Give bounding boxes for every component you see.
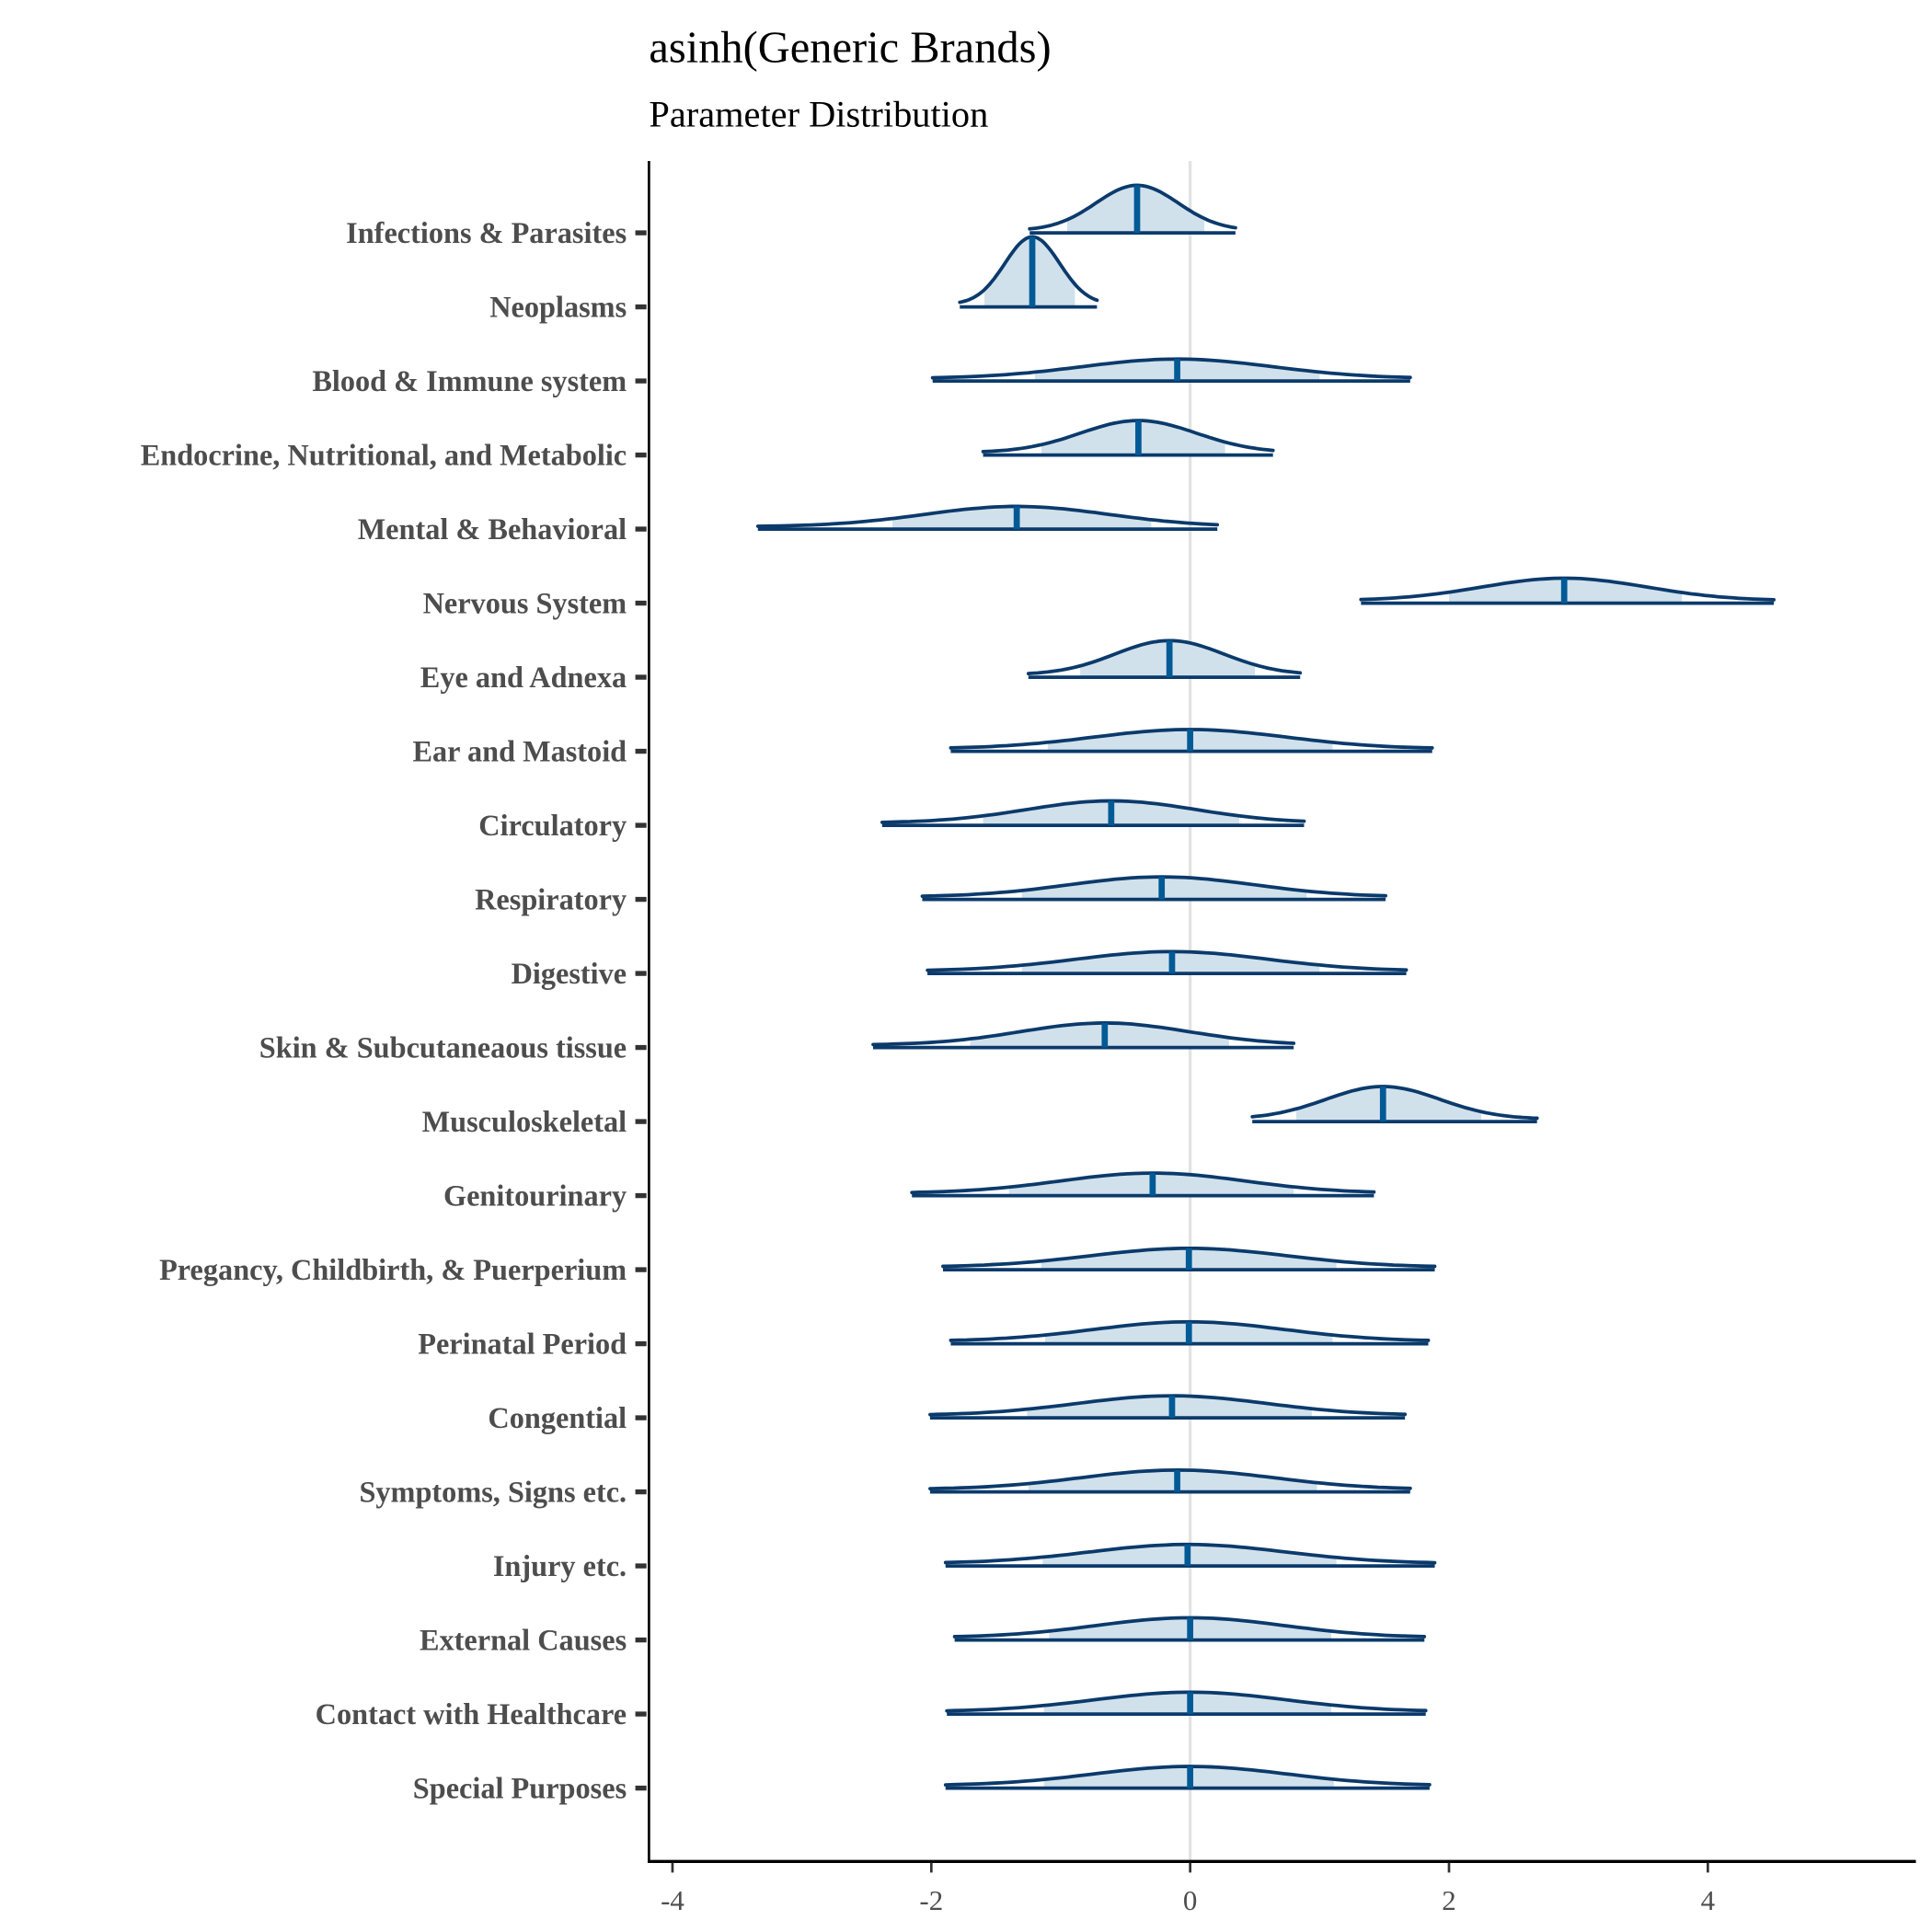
y-tick-label: Injury etc. <box>493 1549 627 1582</box>
density-group <box>952 1616 1427 1642</box>
y-tick-label: Infections & Parasites <box>346 216 627 249</box>
density-group <box>910 1171 1376 1198</box>
density-group <box>981 419 1275 457</box>
chart-title: asinh(Generic Brands) <box>649 23 1051 72</box>
density-group <box>1359 576 1776 605</box>
density-group <box>949 728 1434 753</box>
y-tick-label: Nervous System <box>423 586 627 619</box>
density-group <box>949 1319 1431 1346</box>
y-tick-label: Symptoms, Signs etc. <box>359 1475 627 1508</box>
density-curve <box>928 1467 1412 1490</box>
y-tick-label: Digestive <box>512 957 627 990</box>
density-curve <box>910 1171 1376 1195</box>
density-group <box>880 799 1306 827</box>
density-group <box>1026 638 1303 679</box>
density-group <box>920 875 1387 902</box>
density-curve <box>1028 183 1237 231</box>
density-curve <box>943 1765 1432 1787</box>
y-tick-label: Skin & Subcutaneaous tissue <box>259 1030 627 1064</box>
density-curve <box>1026 638 1303 676</box>
density-group <box>958 235 1099 309</box>
y-tick-label: Musculoskeletal <box>422 1105 627 1138</box>
y-tick-label: Neoplasms <box>489 290 627 323</box>
y-tick-label: Endocrine, Nutritional, and Metabolic <box>141 438 627 471</box>
density-group <box>1028 183 1237 235</box>
y-tick-label: Ear and Mastoid <box>412 734 627 767</box>
y-tick-label: Special Purposes <box>413 1771 627 1804</box>
y-tick-label: External Causes <box>420 1623 627 1656</box>
y-tick-label: Blood & Immune system <box>312 364 627 397</box>
density-group <box>928 1467 1412 1494</box>
density-group <box>871 1021 1296 1050</box>
density-curve <box>1250 1085 1539 1121</box>
density-group <box>930 357 1412 383</box>
y-tick-label: Perinatal Period <box>418 1327 627 1360</box>
density-curve <box>945 1690 1428 1713</box>
density-curve <box>928 1394 1408 1417</box>
chart-subtitle: Parameter Distribution <box>649 93 988 134</box>
density-curve <box>949 1319 1431 1342</box>
interval-shade <box>1028 1469 1317 1492</box>
x-tick-label: 2 <box>1442 1884 1455 1916</box>
x-tick-label: 0 <box>1183 1884 1197 1916</box>
density-curve <box>871 1021 1296 1047</box>
y-tick-label: Mental & Behavioral <box>358 512 627 546</box>
y-tick-label: Respiratory <box>475 882 627 915</box>
y-tick-label: Genitourinary <box>443 1179 627 1212</box>
density-group <box>755 504 1220 531</box>
density-curve <box>981 419 1275 454</box>
density-group <box>943 1765 1432 1790</box>
density-curve <box>880 799 1306 824</box>
density-curve <box>920 875 1387 898</box>
density-group <box>945 1690 1428 1716</box>
density-curve <box>930 357 1412 380</box>
y-tick-label: Pregancy, Childbirth, & Puerperium <box>159 1253 627 1286</box>
y-tick-label: Contact with Healthcare <box>316 1697 627 1731</box>
density-group <box>928 1394 1408 1420</box>
density-curve <box>1359 576 1776 602</box>
y-tick-label: Circulatory <box>478 809 627 842</box>
interval-shade <box>892 506 1152 530</box>
x-tick-label: -4 <box>661 1884 684 1916</box>
x-tick-label: 4 <box>1701 1884 1715 1916</box>
density-group <box>943 1542 1437 1568</box>
x-tick-label: -2 <box>919 1884 943 1916</box>
density-curve <box>755 504 1220 528</box>
y-tick-label: Eye and Adnexa <box>420 661 627 694</box>
y-tick-label: Congential <box>488 1401 627 1434</box>
density-curve <box>926 949 1409 972</box>
density-group <box>1250 1085 1539 1123</box>
density-curve <box>958 235 1099 305</box>
density-group <box>926 949 1409 975</box>
density-group <box>941 1247 1437 1271</box>
